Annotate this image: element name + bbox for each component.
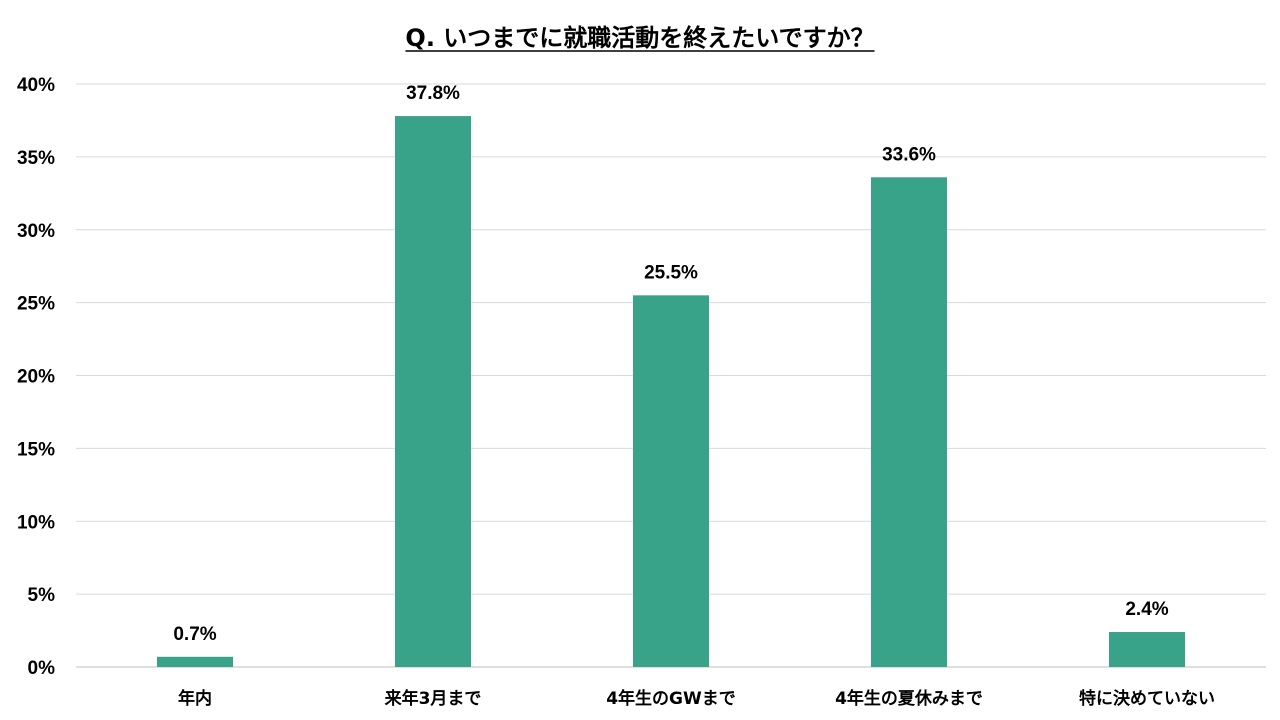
category-label-1: 年内	[178, 688, 212, 709]
y-tick-label-15: 15%	[17, 439, 55, 460]
chart-title-group: Q. いつまでに就職活動を終えたいですか？	[405, 24, 875, 52]
y-tick-label-35: 35%	[17, 148, 55, 169]
x-axis-category-labels: 年内 来年3月まで 4年生のGWまで 4年生の夏休みまで 特に決めていない	[178, 688, 1215, 709]
data-labels: 0.7% 37.8% 25.5% 33.6% 2.4%	[173, 83, 1168, 645]
y-tick-label-5: 5%	[28, 585, 56, 606]
category-label-3: 4年生のGWまで	[606, 688, 736, 709]
y-tick-label-0: 0%	[28, 658, 56, 679]
y-tick-label-40: 40%	[17, 75, 55, 96]
data-label-5: 2.4%	[1125, 599, 1168, 620]
y-axis-tick-labels: 0% 5% 10% 15% 20% 25% 30% 35% 40%	[17, 75, 55, 679]
bars	[157, 116, 1185, 667]
y-tick-label-10: 10%	[17, 512, 55, 533]
category-label-5: 特に決めていない	[1079, 688, 1215, 709]
y-tick-label-25: 25%	[17, 294, 55, 315]
category-label-2: 来年3月まで	[384, 688, 482, 709]
y-tick-label-30: 30%	[17, 221, 55, 242]
data-label-3: 25.5%	[644, 262, 698, 283]
category-label-4: 4年生の夏休みまで	[835, 688, 983, 709]
data-label-4: 33.6%	[882, 144, 936, 165]
data-label-1: 0.7%	[173, 624, 216, 645]
bar-4	[871, 177, 947, 667]
data-label-2: 37.8%	[406, 83, 460, 104]
y-tick-label-20: 20%	[17, 367, 55, 388]
bar-1	[157, 656, 233, 667]
chart-title: Q. いつまでに就職活動を終えたいですか？	[405, 24, 874, 52]
bar-2	[395, 116, 471, 667]
bar-5	[1109, 632, 1185, 667]
bar-3	[633, 295, 709, 667]
